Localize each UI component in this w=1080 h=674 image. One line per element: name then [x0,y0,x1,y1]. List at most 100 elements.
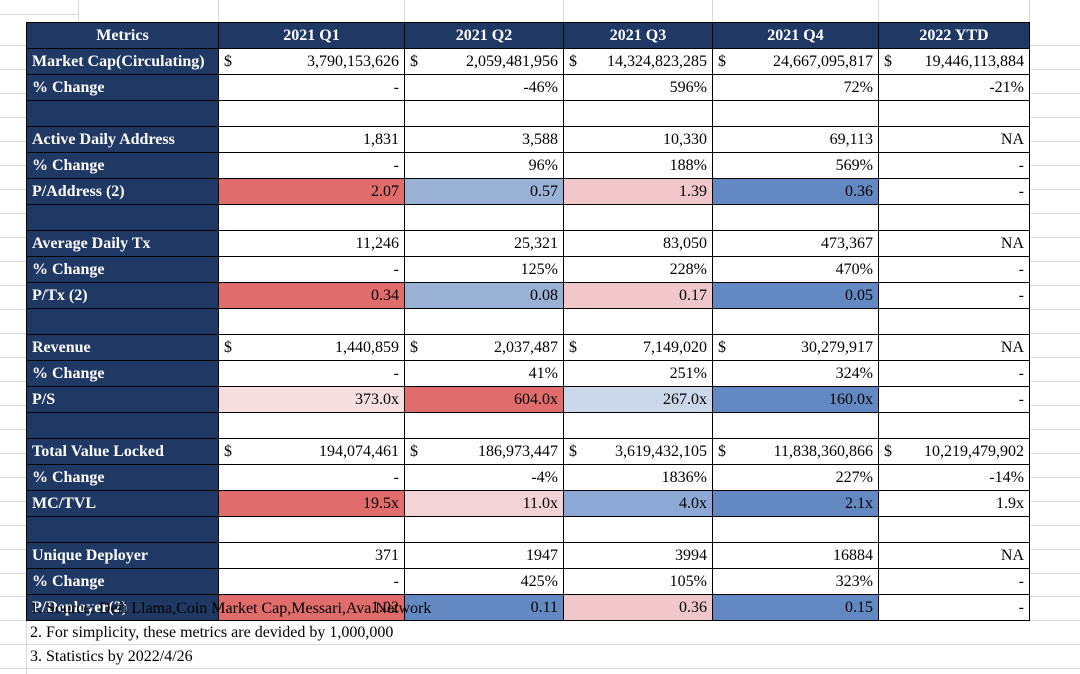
data-cell[interactable]: 19.5x [218,490,405,517]
data-cell[interactable]: 25,321 [404,230,564,257]
data-cell[interactable]: 373.0x [218,386,405,413]
data-cell[interactable]: $7,149,020 [563,334,713,361]
data-cell[interactable]: $30,279,917 [712,334,879,361]
data-cell[interactable]: 371 [218,542,405,569]
data-cell[interactable] [563,516,713,543]
data-cell[interactable]: 470% [712,256,879,283]
metric-label-cell[interactable] [26,516,219,543]
data-cell[interactable]: -4% [404,464,564,491]
data-cell[interactable]: NA [878,230,1030,257]
data-cell[interactable]: - [878,568,1030,595]
column-header[interactable]: 2021 Q4 [712,22,879,49]
metric-label-cell[interactable] [26,204,219,231]
data-cell[interactable]: 1947 [404,542,564,569]
data-cell[interactable]: 0.57 [404,178,564,205]
data-cell[interactable] [404,308,564,335]
data-cell[interactable]: 323% [712,568,879,595]
data-cell[interactable] [878,412,1030,439]
data-cell[interactable]: 0.36 [563,594,713,621]
data-cell[interactable]: 3994 [563,542,713,569]
data-cell[interactable]: 227% [712,464,879,491]
data-cell[interactable]: 41% [404,360,564,387]
data-cell[interactable]: - [878,152,1030,179]
data-cell[interactable]: - [218,360,405,387]
data-cell[interactable]: -21% [878,74,1030,101]
data-cell[interactable]: 69,113 [712,126,879,153]
data-cell[interactable] [563,308,713,335]
data-cell[interactable]: 1836% [563,464,713,491]
data-cell[interactable] [404,516,564,543]
data-cell[interactable]: - [218,74,405,101]
data-cell[interactable]: - [878,386,1030,413]
data-cell[interactable]: - [878,360,1030,387]
data-cell[interactable]: $186,973,447 [404,438,564,465]
metric-label-cell[interactable]: % Change [26,360,219,387]
data-cell[interactable]: 324% [712,360,879,387]
data-cell[interactable] [878,308,1030,335]
metric-label-cell[interactable]: % Change [26,152,219,179]
data-cell[interactable]: 596% [563,74,713,101]
data-cell[interactable]: 188% [563,152,713,179]
data-cell[interactable]: $19,446,113,884 [878,48,1030,75]
data-cell[interactable]: 604.0x [404,386,564,413]
data-cell[interactable]: 10,330 [563,126,713,153]
metric-label-cell[interactable]: Revenue [26,334,219,361]
data-cell[interactable]: NA [878,334,1030,361]
metric-label-cell[interactable]: % Change [26,464,219,491]
metric-label-cell[interactable]: Unique Deployer [26,542,219,569]
data-cell[interactable]: 4.0x [563,490,713,517]
metric-label-cell[interactable]: % Change [26,256,219,283]
data-cell[interactable] [712,308,879,335]
data-cell[interactable]: 0.11 [404,594,564,621]
data-cell[interactable] [878,100,1030,127]
data-cell[interactable]: 228% [563,256,713,283]
column-header[interactable]: 2021 Q3 [563,22,713,49]
data-cell[interactable] [563,100,713,127]
metric-label-cell[interactable]: Average Daily Tx [26,230,219,257]
metric-label-cell[interactable]: Total Value Locked [26,438,219,465]
data-cell[interactable]: 0.17 [563,282,713,309]
data-cell[interactable]: 0.36 [712,178,879,205]
data-cell[interactable]: 0.34 [218,282,405,309]
data-cell[interactable]: - [878,256,1030,283]
data-cell[interactable]: $2,037,487 [404,334,564,361]
data-cell[interactable]: 105% [563,568,713,595]
metric-label-cell[interactable]: MC/TVL [26,490,219,517]
data-cell[interactable]: - [218,464,405,491]
data-cell[interactable]: - [218,152,405,179]
data-cell[interactable] [878,516,1030,543]
data-cell[interactable]: $24,667,095,817 [712,48,879,75]
data-cell[interactable]: 11,246 [218,230,405,257]
data-cell[interactable]: 473,367 [712,230,879,257]
data-cell[interactable]: 160.0x [712,386,879,413]
metric-label-cell[interactable]: P/Address (2) [26,178,219,205]
metric-label-cell[interactable] [26,412,219,439]
data-cell[interactable]: 1,831 [218,126,405,153]
metric-label-cell[interactable]: % Change [26,568,219,595]
data-cell[interactable] [404,412,564,439]
data-cell[interactable]: - [218,256,405,283]
data-cell[interactable]: 1.39 [563,178,713,205]
data-cell[interactable] [563,204,713,231]
data-cell[interactable]: 1.02 [218,594,405,621]
data-cell[interactable]: 1.9x [878,490,1030,517]
data-cell[interactable]: 72% [712,74,879,101]
metric-label-cell[interactable]: P/Tx (2) [26,282,219,309]
data-cell[interactable]: $3,619,432,105 [563,438,713,465]
data-cell[interactable] [218,516,405,543]
data-cell[interactable] [404,100,564,127]
metric-label-cell[interactable]: P/Deployer(2) [26,594,219,621]
data-cell[interactable]: -14% [878,464,1030,491]
data-cell[interactable]: $3,790,153,626 [218,48,405,75]
data-cell[interactable] [218,308,405,335]
data-cell[interactable] [712,100,879,127]
data-cell[interactable]: $11,838,360,866 [712,438,879,465]
column-header[interactable]: 2021 Q1 [218,22,405,49]
data-cell[interactable]: - [878,178,1030,205]
data-cell[interactable]: $14,324,823,285 [563,48,713,75]
data-cell[interactable]: 251% [563,360,713,387]
data-cell[interactable]: 2.1x [712,490,879,517]
data-cell[interactable] [712,412,879,439]
data-cell[interactable]: 2.07 [218,178,405,205]
data-cell[interactable]: - [878,282,1030,309]
